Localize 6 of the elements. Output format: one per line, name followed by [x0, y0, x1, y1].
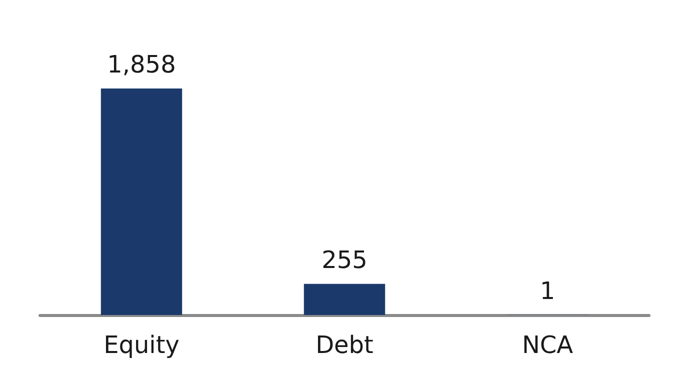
- data-label: 1: [540, 276, 556, 305]
- x-tick-label: Equity: [104, 331, 180, 359]
- x-tick-label: Debt: [316, 331, 374, 359]
- data-label: 255: [322, 246, 368, 274]
- x-tick-label: NCA: [522, 331, 574, 359]
- data-label: 1,858: [107, 50, 176, 78]
